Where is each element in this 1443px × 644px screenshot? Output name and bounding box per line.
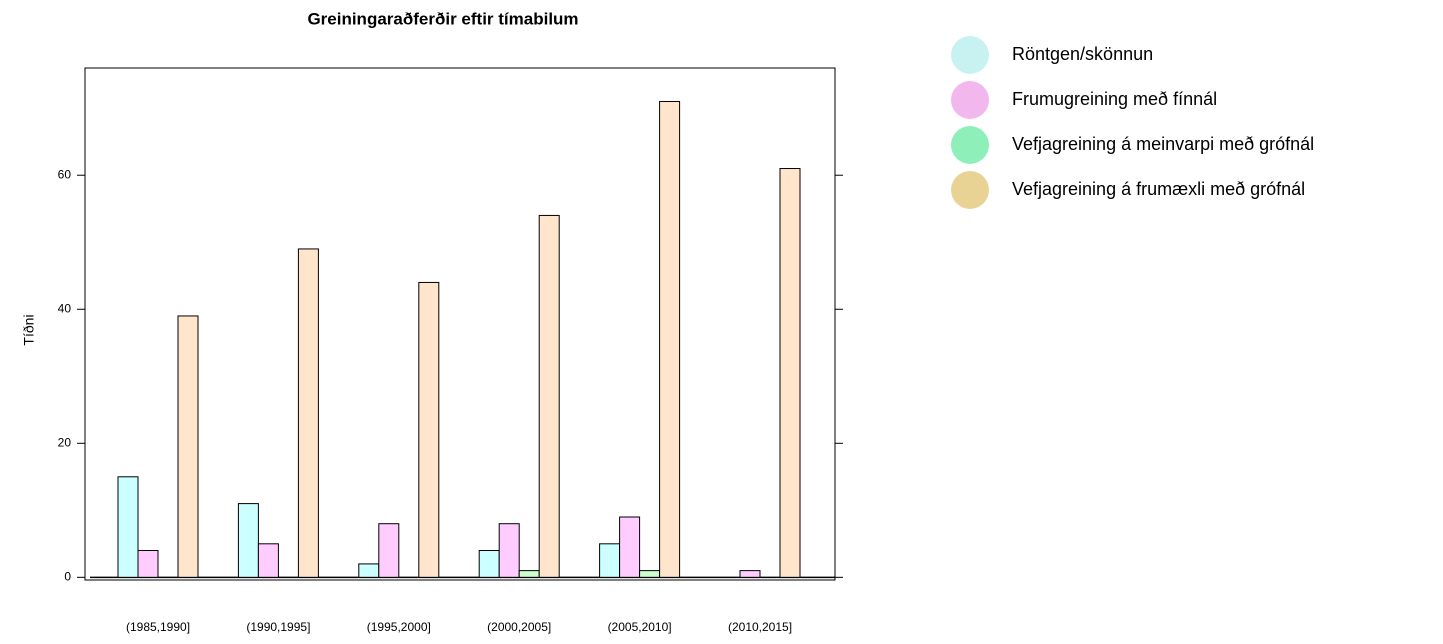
x-tick-label: (1995,2000]: [367, 620, 431, 634]
legend-label: Frumugreining með fínnál: [1012, 89, 1217, 109]
chart-title: Greiningaraðferðir eftir tímabilum: [307, 9, 578, 28]
y-tick-label: 40: [58, 301, 72, 315]
bar: [538, 214, 560, 578]
x-tick-label: (2005,2010]: [608, 620, 672, 634]
bar: [297, 248, 319, 578]
y-tick-label: 60: [58, 167, 72, 181]
bar: [739, 570, 761, 578]
y-axis-label: Tíðni: [21, 314, 37, 345]
x-tick-label: (2010,2015]: [728, 620, 792, 634]
bar: [639, 570, 661, 578]
legend-symbol: [951, 171, 989, 209]
bar: [137, 550, 159, 578]
y-tick-label: 20: [58, 435, 72, 449]
legend-label: Vefjagreining á frumæxli með grófnál: [1012, 179, 1305, 199]
bar: [418, 281, 440, 578]
bar: [619, 516, 641, 578]
legend-symbol: [951, 36, 989, 74]
bar: [237, 503, 259, 578]
bar: [358, 563, 380, 578]
bar: [599, 543, 621, 578]
x-tick-label: (1985,1990]: [126, 620, 190, 634]
legend-symbol: [951, 126, 989, 164]
bar: [498, 523, 520, 578]
bar: [378, 523, 400, 578]
bar: [177, 315, 199, 578]
bar: [478, 550, 500, 578]
x-tick-label: (2000,2005]: [487, 620, 551, 634]
legend-label: Vefjagreining á meinvarpi með grófnál: [1012, 134, 1314, 154]
plot-frame: [84, 67, 836, 581]
bar: [779, 168, 801, 578]
x-tick-label: (1990,1995]: [246, 620, 310, 634]
legend-symbol: [951, 81, 989, 119]
bar: [659, 101, 681, 578]
bar: [257, 543, 279, 578]
y-tick-label: 0: [64, 569, 71, 583]
legend-label: Röntgen/skönnun: [1012, 44, 1153, 64]
bar: [518, 570, 540, 578]
bar: [117, 476, 139, 578]
